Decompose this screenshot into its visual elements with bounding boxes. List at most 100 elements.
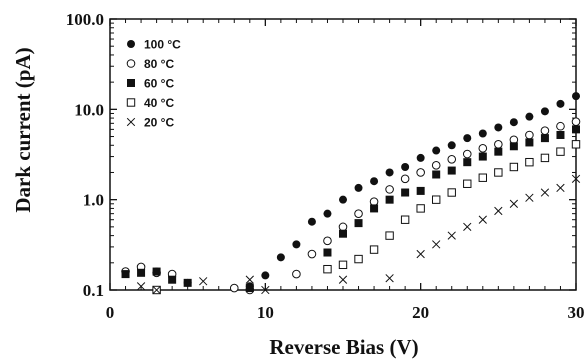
legend-marker xyxy=(126,98,136,107)
data-point xyxy=(525,112,534,121)
marker-shape xyxy=(292,240,301,249)
marker-shape xyxy=(354,254,363,264)
data-point xyxy=(571,174,581,184)
marker-stroke xyxy=(571,174,581,184)
legend-label: 80 °C xyxy=(144,57,174,71)
data-point xyxy=(540,153,550,163)
data-point xyxy=(540,188,550,197)
x-tick-label: 30 xyxy=(568,303,585,322)
data-point xyxy=(572,125,580,134)
data-point xyxy=(509,162,519,172)
marker-shape xyxy=(432,146,441,155)
marker-shape xyxy=(540,134,549,143)
marker-shape xyxy=(463,179,472,188)
data-point xyxy=(556,183,565,193)
data-point xyxy=(385,185,394,194)
data-point xyxy=(168,275,177,284)
data-point xyxy=(307,217,316,226)
data-point xyxy=(370,204,379,213)
marker-shape xyxy=(556,121,565,131)
data-point xyxy=(525,138,534,147)
data-point xyxy=(540,126,550,136)
marker-shape xyxy=(556,99,565,108)
marker-shape xyxy=(338,260,348,270)
marker-shape xyxy=(447,154,457,164)
marker-shape xyxy=(292,269,301,279)
data-point xyxy=(525,193,534,202)
data-point xyxy=(478,173,488,182)
data-point xyxy=(463,179,472,188)
data-point xyxy=(323,236,332,246)
data-point xyxy=(525,130,534,140)
marker-shape xyxy=(168,275,177,284)
data-point xyxy=(509,199,519,208)
marker-shape xyxy=(416,153,425,162)
legend-label: 20 °C xyxy=(144,116,174,130)
data-point xyxy=(338,275,348,284)
data-point xyxy=(494,147,503,156)
marker-shape xyxy=(447,188,456,197)
marker-shape xyxy=(401,162,410,171)
marker-shape xyxy=(540,153,550,163)
series-4 xyxy=(136,174,581,295)
legend-entry: 60 °C xyxy=(127,77,174,91)
marker-shape xyxy=(556,147,565,156)
data-point xyxy=(509,118,518,127)
data-point xyxy=(447,188,456,197)
legend-label: 100 °C xyxy=(144,38,181,52)
marker-shape xyxy=(323,236,332,246)
marker-shape xyxy=(431,161,441,170)
data-point xyxy=(556,99,565,108)
data-point xyxy=(292,240,301,249)
data-point xyxy=(447,141,456,150)
marker-shape xyxy=(509,142,518,151)
marker-shape xyxy=(478,173,488,182)
y-tick-label: 100.0 xyxy=(66,10,104,29)
legend-label: 40 °C xyxy=(144,96,174,110)
marker-shape xyxy=(323,248,332,257)
marker-shape xyxy=(323,264,332,274)
data-point xyxy=(432,195,441,204)
legend-entry: 80 °C xyxy=(126,57,174,71)
data-point xyxy=(571,117,581,126)
x-tick-label: 10 xyxy=(257,303,274,322)
data-point xyxy=(494,168,503,177)
data-point xyxy=(462,149,472,159)
marker-shape xyxy=(354,183,363,192)
marker-shape xyxy=(571,140,581,149)
marker-shape xyxy=(127,79,135,87)
legend-marker xyxy=(126,117,136,127)
data-point xyxy=(432,146,441,155)
marker-shape xyxy=(323,209,332,218)
legend-marker xyxy=(126,59,136,68)
data-point xyxy=(416,204,425,213)
data-point xyxy=(447,231,456,240)
data-point xyxy=(307,249,317,259)
marker-shape xyxy=(401,188,410,197)
marker-shape xyxy=(370,204,379,213)
marker-shape xyxy=(385,168,394,177)
marker-shape xyxy=(339,195,347,204)
marker-shape xyxy=(338,222,348,232)
marker-shape xyxy=(478,144,488,153)
marker-shape xyxy=(572,125,580,134)
data-point xyxy=(416,186,425,195)
marker-shape xyxy=(432,195,441,204)
data-point xyxy=(571,140,581,149)
marker-stroke xyxy=(136,282,146,291)
data-point xyxy=(137,268,146,277)
data-point xyxy=(121,270,130,279)
data-point xyxy=(385,231,394,240)
marker-stroke xyxy=(261,285,270,295)
data-point xyxy=(261,285,270,295)
marker-shape xyxy=(126,59,136,68)
marker-shape xyxy=(370,177,379,186)
data-point xyxy=(556,130,565,139)
series-0 xyxy=(121,92,580,291)
marker-shape xyxy=(478,129,487,138)
marker-shape xyxy=(369,197,379,206)
legend-entry: 20 °C xyxy=(126,116,174,130)
data-point xyxy=(447,154,457,164)
marker-shape xyxy=(462,149,472,159)
data-point xyxy=(463,158,472,167)
